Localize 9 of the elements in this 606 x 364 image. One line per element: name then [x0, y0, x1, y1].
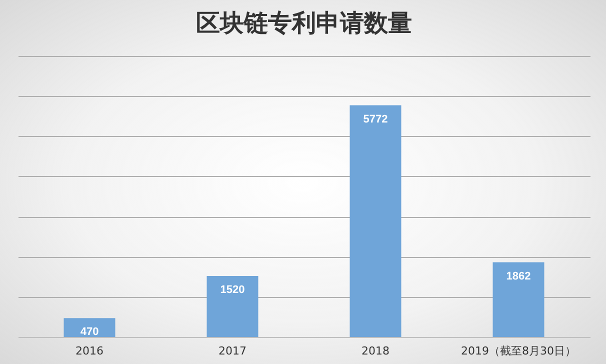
chart-title: 区块链专利申请数量	[196, 8, 412, 37]
x-tick-label: 2017	[218, 344, 246, 358]
x-tick-label: 2018	[362, 344, 390, 358]
x-tick-label: 2019（截至8月30日）	[461, 344, 576, 358]
x-tick-label: 2016	[76, 344, 104, 358]
data-label: 5772	[363, 113, 388, 126]
data-label: 470	[80, 326, 99, 338]
data-label: 1862	[506, 270, 531, 282]
data-label: 1520	[220, 284, 245, 296]
